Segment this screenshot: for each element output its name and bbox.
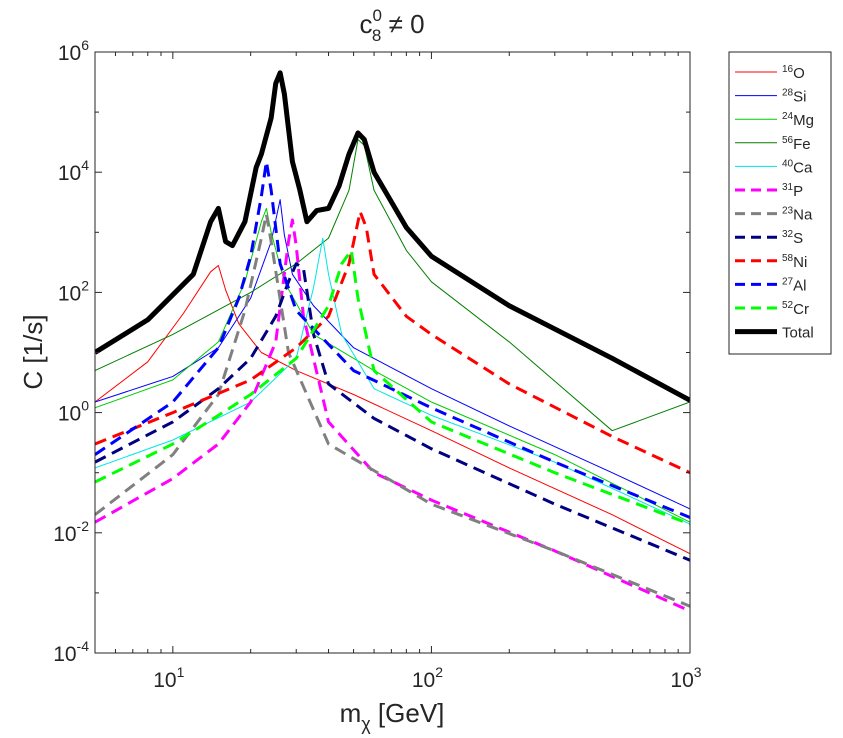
legend-mass-number: 31: [782, 182, 794, 193]
series-line-si: [95, 199, 690, 510]
x-title-rest: [GeV]: [371, 698, 445, 728]
y-tick-label: 100: [58, 398, 89, 426]
title-rest: ≠ 0: [381, 9, 424, 39]
series-line-ca: [95, 237, 690, 525]
legend-element: Al: [793, 277, 806, 294]
series-line-o: [95, 265, 690, 555]
series-line-mg: [95, 207, 690, 523]
legend-element: O: [793, 65, 805, 82]
legend: 16O28Si24Mg56Fe40Ca31P23Na32S58Ni27Al52C…: [728, 51, 832, 355]
legend-element: Na: [793, 207, 813, 224]
y-tick-label: 10-2: [53, 518, 89, 546]
legend-label-p: 31P: [782, 182, 803, 200]
title-sup: 0: [372, 6, 381, 25]
x-tick-base: 10: [412, 669, 435, 692]
legend-label-si: 28Si: [782, 88, 806, 106]
legend-element: Total: [782, 325, 814, 342]
y-tick-label: 102: [58, 277, 89, 305]
x-tick-labels: 101 102 103: [153, 664, 702, 692]
x-title-base: m: [340, 698, 362, 728]
y-tick-base: 10: [53, 643, 76, 666]
plot-area: [94, 51, 691, 654]
legend-mass-number: 23: [782, 206, 794, 217]
series-line-cr: [95, 248, 690, 526]
y-tick-label: 104: [58, 157, 89, 185]
series-line-p: [95, 218, 690, 613]
legend-label-na: 23Na: [782, 206, 813, 224]
title-base: c: [359, 9, 372, 39]
y-tick-base: 10: [53, 523, 76, 546]
y-tick-base: 10: [58, 282, 81, 305]
x-tick-label: 101: [153, 664, 184, 692]
y-tick-base: 10: [58, 42, 81, 65]
chart-title: c0 8 ≠ 0: [359, 6, 424, 45]
y-tick-exponent: -4: [77, 638, 90, 654]
legend-mass-number: 58: [782, 253, 794, 264]
x-tick-exponent: 1: [177, 664, 185, 680]
y-tick-exponent: 2: [81, 277, 89, 293]
series-line-al: [95, 160, 690, 519]
y-tick-exponent: -2: [77, 518, 90, 534]
legend-mass-number: 28: [782, 88, 794, 99]
legend-element: Ca: [793, 159, 813, 176]
legend-element: Mg: [793, 112, 814, 129]
legend-mass-number: 56: [782, 135, 794, 146]
legend-element: S: [793, 230, 803, 247]
legend-mass-number: 27: [782, 276, 794, 287]
legend-mass-number: 32: [782, 229, 794, 240]
y-tick-exponent: 6: [81, 37, 89, 53]
y-tick-label: 106: [58, 37, 89, 65]
x-tick-base: 10: [670, 669, 693, 692]
x-tick-label: 102: [412, 664, 443, 692]
plot-background: [95, 52, 690, 653]
y-tick-base: 10: [58, 403, 81, 426]
title-sub: 8: [372, 26, 381, 45]
legend-element: Si: [793, 89, 806, 106]
series-layer: [95, 70, 690, 613]
x-tick-label: 103: [670, 664, 701, 692]
legend-label-cr: 52Cr: [782, 300, 809, 318]
legend-mass-number: 40: [782, 158, 794, 169]
legend-label-al: 27Al: [782, 276, 806, 294]
y-tick-base: 10: [58, 162, 81, 185]
y-tick-exponent: 0: [81, 398, 89, 414]
x-title-sub: χ: [361, 714, 371, 734]
legend-element: Fe: [793, 136, 811, 153]
y-tick-label: 10-4: [53, 638, 89, 666]
legend-items: 16O28Si24Mg56Fe40Ca31P23Na32S58Ni27Al52C…: [735, 64, 814, 342]
y-tick-exponent: 4: [81, 157, 89, 173]
series-line-ni: [95, 210, 690, 475]
plot-frame: [94, 51, 691, 654]
legend-label-fe: 56Fe: [782, 135, 811, 153]
x-tick-base: 10: [153, 669, 176, 692]
legend-mass-number: 52: [782, 300, 794, 311]
legend-label-total: Total: [782, 325, 814, 342]
series-line-fe: [95, 139, 690, 432]
legend-box: [728, 51, 832, 355]
x-tick-exponent: 3: [694, 664, 702, 680]
legend-element: P: [793, 183, 803, 200]
series-line-na: [95, 212, 690, 608]
legend-label-mg: 24Mg: [782, 111, 814, 129]
x-tick-exponent: 2: [435, 664, 443, 680]
legend-label-ni: 58Ni: [782, 253, 807, 271]
legend-element: Ni: [793, 254, 807, 271]
y-axis-title: C [1/s]: [18, 314, 48, 389]
x-axis-title: mχ [GeV]: [340, 698, 445, 734]
series-line-total: [95, 70, 690, 403]
legend-element: Cr: [793, 301, 809, 318]
legend-mass-number: 24: [782, 111, 794, 122]
legend-mass-number: 16: [782, 64, 794, 75]
legend-label-o: 16O: [782, 64, 805, 82]
legend-label-ca: 40Ca: [782, 158, 813, 176]
legend-label-s: 32S: [782, 229, 803, 247]
